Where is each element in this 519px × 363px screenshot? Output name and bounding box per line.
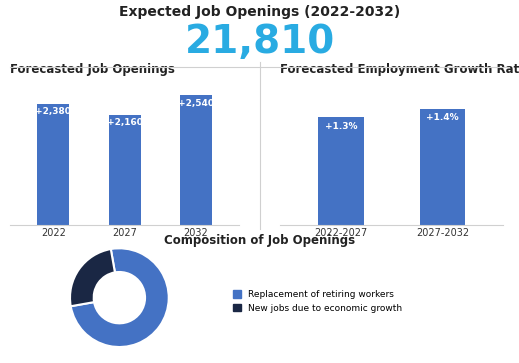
Text: Forecasted Job Openings: Forecasted Job Openings bbox=[10, 63, 175, 76]
Bar bbox=[37, 103, 69, 225]
Text: +1.3%: +1.3% bbox=[325, 122, 358, 131]
Bar bbox=[318, 117, 364, 225]
Text: 21,810: 21,810 bbox=[184, 24, 335, 61]
Text: Expected Job Openings (2022-2032): Expected Job Openings (2022-2032) bbox=[119, 5, 400, 19]
Text: +1.4%: +1.4% bbox=[426, 114, 459, 122]
Bar bbox=[108, 115, 141, 225]
Wedge shape bbox=[70, 249, 115, 306]
Text: +2,540: +2,540 bbox=[178, 99, 214, 108]
Text: +2,160: +2,160 bbox=[106, 118, 143, 127]
Text: Composition of Job Openings: Composition of Job Openings bbox=[164, 234, 355, 247]
Text: +2,380: +2,380 bbox=[35, 107, 71, 116]
Bar bbox=[180, 95, 212, 225]
Text: Forecasted Employment Growth Rate: Forecasted Employment Growth Rate bbox=[280, 63, 519, 76]
Wedge shape bbox=[71, 248, 169, 347]
Bar bbox=[420, 109, 466, 225]
Legend: Replacement of retiring workers, New jobs due to economic growth: Replacement of retiring workers, New job… bbox=[233, 290, 402, 313]
